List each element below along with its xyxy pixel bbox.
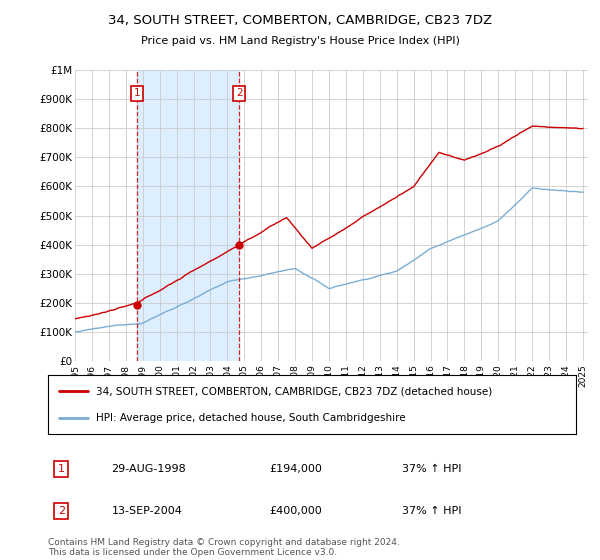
Text: £400,000: £400,000: [270, 506, 323, 516]
Bar: [137, 70, 239, 361]
Text: Contains HM Land Registry data © Crown copyright and database right 2024.
This d: Contains HM Land Registry data © Crown c…: [48, 538, 400, 557]
Text: 2: 2: [236, 88, 242, 99]
Text: 37% ↑ HPI: 37% ↑ HPI: [402, 464, 461, 474]
Text: 2: 2: [58, 506, 65, 516]
Text: 37% ↑ HPI: 37% ↑ HPI: [402, 506, 461, 516]
Text: 29-AUG-1998: 29-AUG-1998: [112, 464, 186, 474]
Text: £194,000: £194,000: [270, 464, 323, 474]
Text: 1: 1: [58, 464, 65, 474]
Text: Price paid vs. HM Land Registry's House Price Index (HPI): Price paid vs. HM Land Registry's House …: [140, 36, 460, 46]
Text: 34, SOUTH STREET, COMBERTON, CAMBRIDGE, CB23 7DZ (detached house): 34, SOUTH STREET, COMBERTON, CAMBRIDGE, …: [95, 386, 492, 396]
Text: 1: 1: [133, 88, 140, 99]
Text: 13-SEP-2004: 13-SEP-2004: [112, 506, 182, 516]
Text: 34, SOUTH STREET, COMBERTON, CAMBRIDGE, CB23 7DZ: 34, SOUTH STREET, COMBERTON, CAMBRIDGE, …: [108, 14, 492, 27]
Text: HPI: Average price, detached house, South Cambridgeshire: HPI: Average price, detached house, Sout…: [95, 413, 405, 423]
